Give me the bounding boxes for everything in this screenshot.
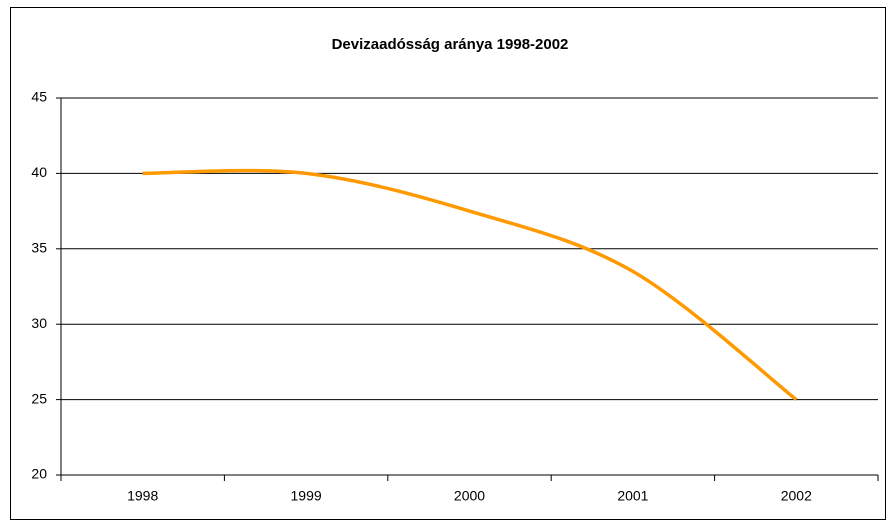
data-line xyxy=(142,168,798,401)
y-tick-label: 20 xyxy=(31,466,47,482)
y-tick-label: 30 xyxy=(31,315,47,331)
x-tick-label: 2000 xyxy=(454,488,485,504)
y-tick-label: 45 xyxy=(31,89,47,105)
chart-title: Devizaadósság aránya 1998-2002 xyxy=(332,36,569,53)
x-tick-label: 2002 xyxy=(781,488,812,504)
x-tick-label: 2001 xyxy=(617,488,648,504)
x-tick-label: 1999 xyxy=(291,488,322,504)
chart-border xyxy=(10,7,886,520)
y-tick-label: 35 xyxy=(31,240,47,256)
x-tick-label: 1998 xyxy=(127,488,158,504)
y-tick-label: 40 xyxy=(31,164,47,180)
y-tick-label: 25 xyxy=(31,390,47,406)
